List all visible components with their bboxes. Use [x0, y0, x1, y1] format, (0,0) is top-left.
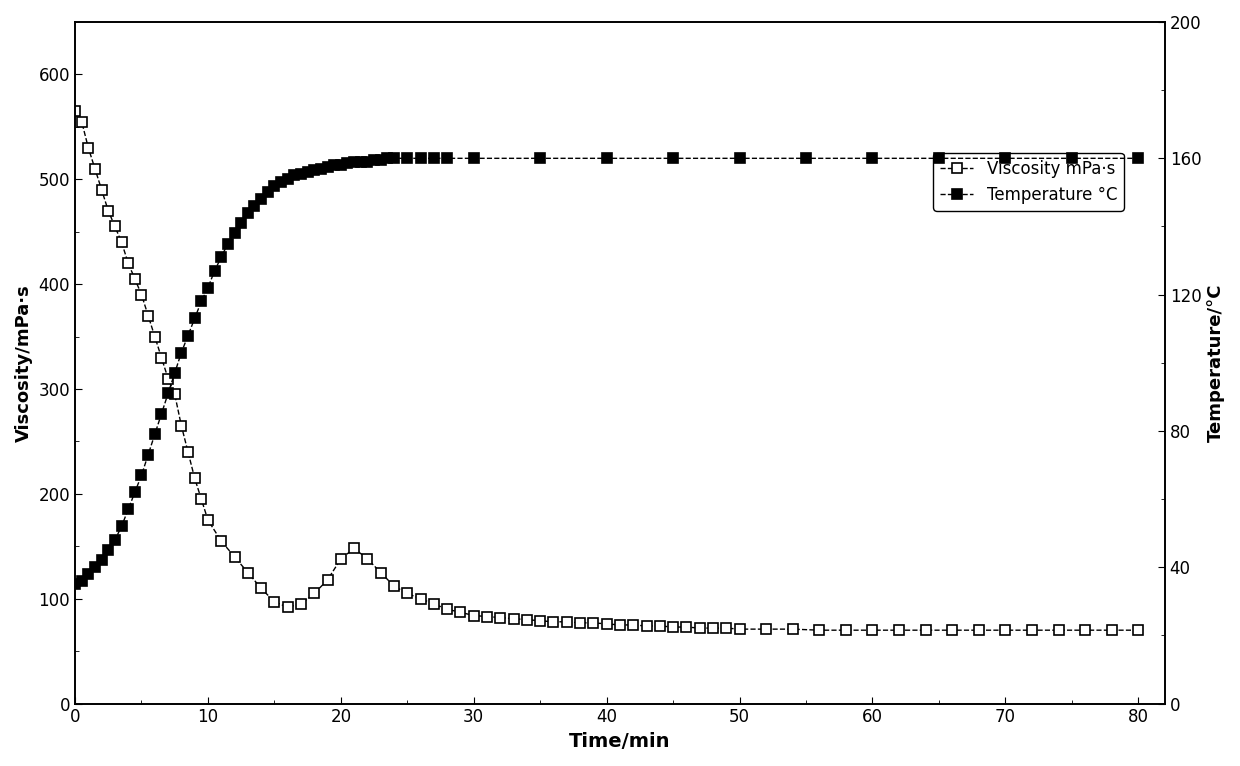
- Viscosity mPa·s: [68, 106, 83, 116]
- Temperature °C: [340, 159, 355, 168]
- Temperature °C: [68, 580, 83, 589]
- Temperature °C: [274, 178, 289, 187]
- Y-axis label: Temperature/°C: Temperature/°C: [1207, 283, 1225, 442]
- Temperature °C: [241, 208, 255, 218]
- Y-axis label: Viscosity/mPa·s: Viscosity/mPa·s: [15, 284, 33, 442]
- Viscosity mPa·s: [599, 619, 614, 628]
- X-axis label: Time/min: Time/min: [569, 732, 671, 751]
- Viscosity mPa·s: [732, 624, 746, 633]
- Viscosity mPa·s: [812, 626, 827, 635]
- Line: Viscosity mPa·s: Viscosity mPa·s: [71, 106, 1143, 635]
- Temperature °C: [120, 505, 135, 514]
- Temperature °C: [1131, 154, 1146, 163]
- Viscosity mPa·s: [280, 603, 295, 612]
- Viscosity mPa·s: [573, 618, 588, 627]
- Temperature °C: [334, 161, 348, 170]
- Viscosity mPa·s: [453, 607, 467, 617]
- Line: Temperature °C: Temperature °C: [71, 153, 1143, 589]
- Viscosity mPa·s: [1131, 626, 1146, 635]
- Viscosity mPa·s: [114, 237, 129, 247]
- Legend: Viscosity mPa·s, Temperature °C: Viscosity mPa·s, Temperature °C: [934, 153, 1123, 211]
- Temperature °C: [379, 154, 394, 163]
- Temperature °C: [300, 167, 315, 176]
